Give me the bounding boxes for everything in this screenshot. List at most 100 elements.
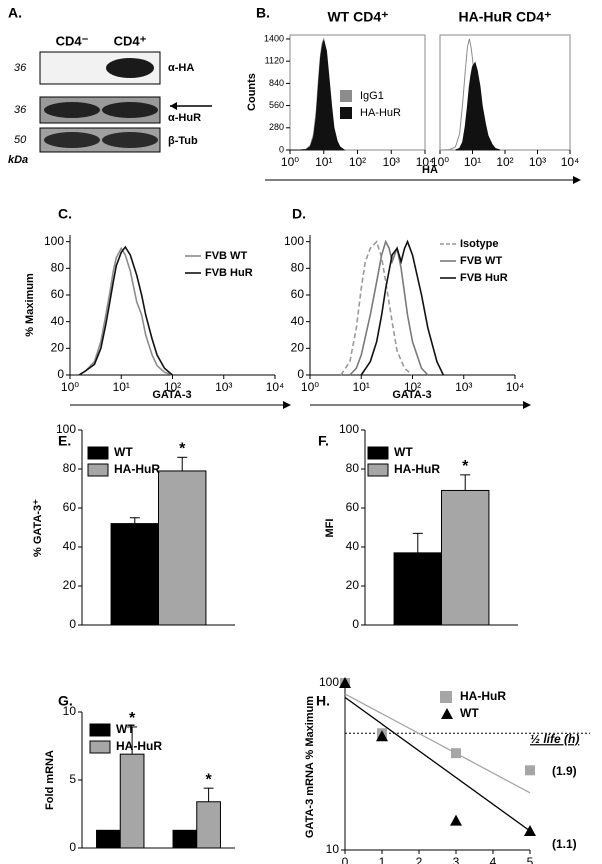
x-axis-label: HA (422, 164, 438, 176)
bar (119, 753, 145, 849)
y-tick-label: 100 (339, 422, 359, 436)
point (451, 748, 461, 759)
bar (196, 801, 221, 849)
x-tick-label: 10³ (215, 380, 232, 394)
legend-label: WT (394, 445, 413, 459)
panel-label: F. (318, 433, 329, 449)
legend-swatch (440, 691, 452, 703)
point (339, 677, 351, 688)
x-tick-label: 10⁴ (416, 155, 435, 169)
x-tick-label: 10⁰ (301, 380, 319, 394)
lane-label: CD4⁻ (56, 33, 89, 48)
bar (158, 470, 207, 626)
x-axis-label: GATA-3 (152, 389, 191, 401)
axis-arrow-head (523, 401, 531, 409)
legend-label: FVB HuR (460, 272, 508, 284)
y-tick-label: 0 (69, 617, 76, 631)
point (450, 814, 462, 826)
histogram-line (78, 246, 173, 376)
histogram-line (360, 239, 445, 376)
point (376, 730, 388, 742)
legend-label: IgG1 (360, 90, 384, 102)
histogram-line (78, 245, 174, 376)
fit-line (344, 696, 531, 832)
y-axis-label: % Maximum (24, 273, 36, 337)
y-tick-label: 560 (269, 100, 284, 110)
x-tick-label: 10² (496, 155, 513, 169)
legend-swatch (89, 723, 111, 737)
y-tick-label: 20 (51, 341, 65, 355)
significance: * (179, 441, 186, 458)
chart-title: HA-HuR CD4⁺ (459, 9, 552, 25)
x-tick-label: 10⁴ (561, 155, 580, 169)
legend-swatch (441, 708, 453, 719)
plot-frame (289, 34, 426, 151)
x-axis-label: GATA-3 (392, 389, 431, 401)
annotation: ½ life (h) (530, 732, 579, 746)
size-label: 36 (14, 62, 27, 74)
legend-label: HA-HuR (394, 462, 440, 476)
y-tick-label: 80 (346, 461, 360, 475)
legend-swatch (340, 107, 352, 119)
y-tick-label: 40 (51, 314, 65, 328)
panel-label: D. (292, 206, 306, 222)
point (524, 824, 536, 836)
y-tick-label: 100 (319, 675, 339, 689)
y-tick-label: 60 (63, 500, 77, 514)
histogram-line (349, 239, 429, 376)
legend-label: HA-HuR (114, 462, 160, 476)
y-tick-label: 10 (326, 842, 340, 856)
panel-label: C. (58, 206, 72, 222)
legend-label: HA-HuR (460, 689, 506, 703)
bar (441, 489, 490, 626)
x-tick-label: 10⁴ (506, 380, 525, 394)
y-tick-label: 40 (346, 539, 360, 553)
lane-label: CD4⁺ (114, 33, 147, 48)
point (525, 765, 535, 776)
y-tick-label: 5 (69, 772, 76, 786)
y-tick-label: 40 (63, 539, 77, 553)
legend-swatch (87, 463, 109, 477)
blot-band (44, 132, 100, 148)
blot-band (102, 102, 158, 118)
y-tick-label: 40 (291, 314, 305, 328)
x-tick-label: 10⁰ (61, 380, 79, 394)
x-tick-label: 10⁰ (281, 155, 299, 169)
y-tick-label: 1400 (264, 33, 284, 43)
x-tick-label: 10³ (455, 380, 472, 394)
fit-line (344, 693, 531, 794)
legend-label: Isotype (460, 238, 499, 250)
y-axis-label: MFI (324, 519, 336, 538)
significance: * (129, 710, 136, 727)
y-tick-label: 100 (56, 422, 76, 436)
y-tick-label: 0 (297, 367, 304, 381)
legend-label: FVB WT (205, 250, 247, 262)
y-tick-label: 0 (352, 617, 359, 631)
x-tick-label: 5 (527, 855, 534, 864)
x-tick-label: 10² (349, 155, 366, 169)
blot-band (102, 132, 158, 148)
legend-swatch (89, 740, 111, 754)
axis-arrow-head (283, 401, 291, 409)
blot-band (106, 58, 154, 78)
legend-label: WT (460, 706, 479, 720)
bar (172, 829, 198, 849)
y-axis-label: Fold mRNA (44, 750, 56, 810)
y-tick-label: 100 (284, 234, 304, 248)
y-tick-label: 0 (69, 840, 76, 854)
legend-swatch (367, 446, 389, 460)
x-tick-label: 10¹ (113, 380, 130, 394)
y-tick-label: 100 (44, 234, 64, 248)
size-unit: kDa (8, 154, 28, 166)
x-tick-label: 10² (164, 380, 181, 394)
panel-label: A. (8, 5, 22, 21)
y-tick-label: 840 (269, 78, 284, 88)
chart-title: WT CD4⁺ (327, 9, 388, 25)
y-axis-label: Counts (246, 73, 258, 111)
legend-swatch (87, 446, 109, 460)
legend-label: HA-HuR (116, 739, 162, 753)
significance: * (205, 771, 212, 788)
y-tick-label: 20 (63, 578, 77, 592)
y-tick-label: 0 (57, 367, 64, 381)
x-tick-label: 10⁴ (266, 380, 285, 394)
